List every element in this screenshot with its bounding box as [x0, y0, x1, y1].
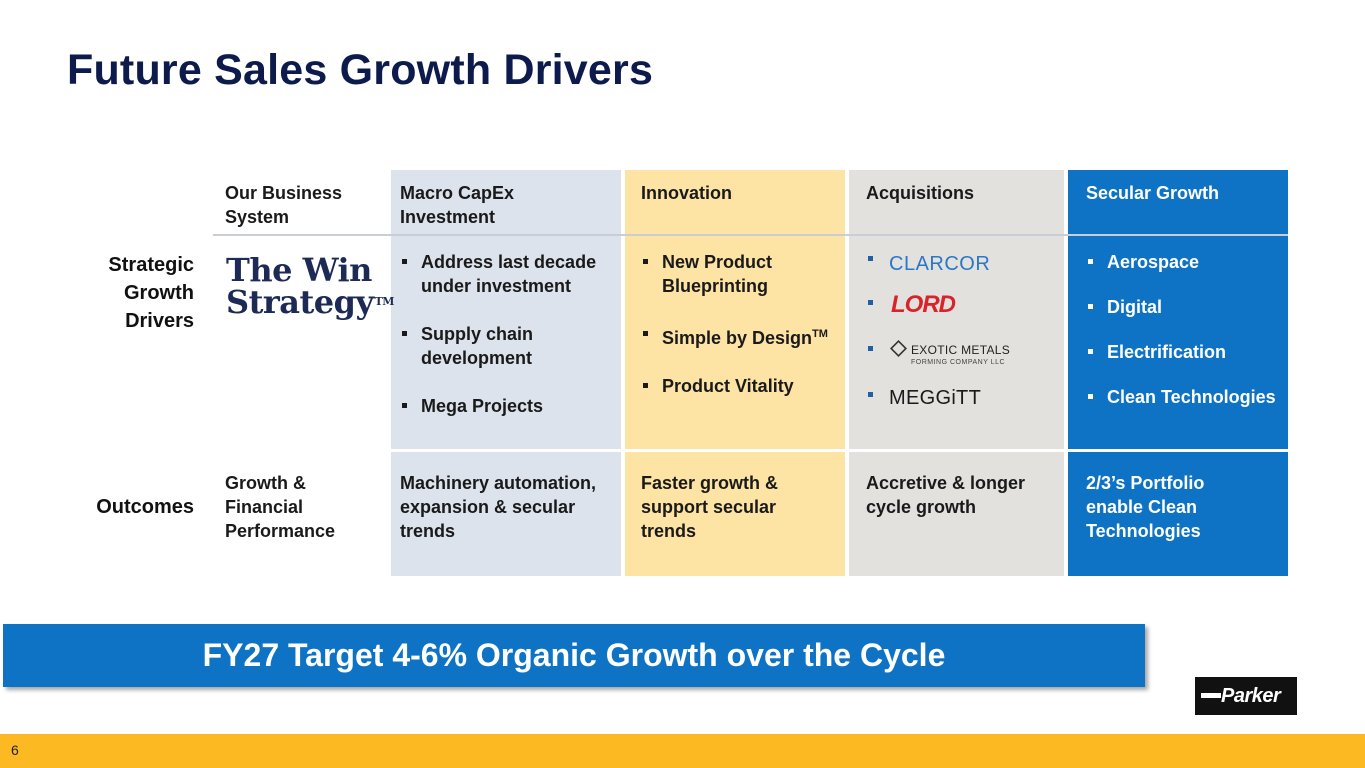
list-item: Clean Technologies: [1086, 385, 1281, 409]
list-item: LORD: [866, 291, 1056, 324]
clarcor-logo: CLARCOR: [889, 253, 991, 275]
outcome-divider: [391, 449, 1288, 452]
parker-logo: Parker: [1195, 677, 1297, 715]
outcome-macro: Machinery automation, expansion & secula…: [400, 473, 597, 541]
list-item: Aerospace: [1086, 250, 1281, 274]
header-macro-capex: Macro CapEx Investment: [400, 183, 515, 227]
exotic-metals-icon: [890, 340, 907, 357]
list-item: Simple by DesignTM: [641, 322, 841, 350]
page-number: 6: [11, 742, 19, 758]
outcome-acquisitions: Accretive & longer cycle growth: [866, 473, 1026, 517]
outcome-secular: 2/3’s Portfolio enable Clean Technologie…: [1086, 473, 1205, 541]
list-item: Address last decade under investment: [400, 250, 618, 298]
parker-swoosh-icon: [1201, 693, 1221, 698]
outcome-business-system: Growth & Financial Performance: [225, 473, 336, 541]
list-item: Electrification: [1086, 340, 1281, 364]
win-strategy-logo: The Win StrategyTM: [226, 251, 394, 321]
row-label-outcomes: Outcomes: [96, 496, 194, 518]
row-label-strategic: Strategic Growth Drivers: [108, 254, 194, 332]
list-item: Mega Projects: [400, 394, 618, 418]
header-divider: [213, 234, 1288, 236]
exotic-metals-logo: EXOTIC METALS: [911, 343, 1011, 357]
header-innovation: Innovation: [641, 183, 732, 203]
list-item: EXOTIC METALS FORMING COMPANY LLC: [866, 340, 1056, 370]
secular-column-bg: [1068, 170, 1288, 576]
target-banner: FY27 Target 4-6% Organic Growth over the…: [3, 624, 1145, 687]
macro-column-bg: [391, 170, 621, 576]
acquisitions-column-bg: [849, 170, 1064, 576]
header-acquisitions: Acquisitions: [866, 183, 975, 203]
list-item: MEGGiTT: [866, 386, 1056, 416]
list-item: New Product Blueprinting: [641, 250, 841, 298]
page-title: Future Sales Growth Drivers: [67, 46, 654, 94]
list-item: Product Vitality: [641, 374, 841, 398]
outcome-innovation: Faster growth & support secular trends: [641, 473, 779, 541]
list-item: CLARCOR: [866, 250, 1056, 280]
header-business-system: Our Business System: [225, 183, 343, 227]
macro-bullets: Address last decade under investment Sup…: [400, 250, 618, 418]
header-secular-growth: Secular Growth: [1086, 183, 1220, 203]
innovation-bullets: New Product Blueprinting Simple by Desig…: [641, 250, 841, 398]
meggitt-logo: MEGGiTT: [889, 387, 982, 409]
innovation-column-bg: [625, 170, 845, 576]
footer-bar: [0, 734, 1365, 768]
list-item: Supply chain development: [400, 322, 618, 370]
list-item: Digital: [1086, 295, 1281, 319]
secular-bullets: Aerospace Digital Electrification Clean …: [1086, 250, 1281, 409]
lord-logo: LORD: [891, 291, 956, 318]
